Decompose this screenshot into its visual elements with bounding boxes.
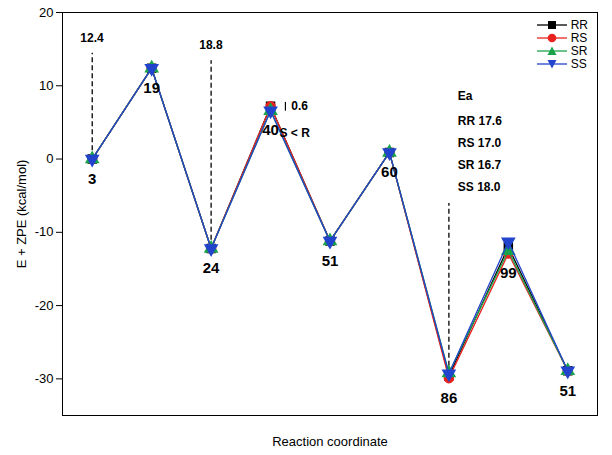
svg-text:99: 99 [500,264,517,281]
svg-text:18.8: 18.8 [199,38,223,52]
svg-text:Ea: Ea [458,89,473,103]
svg-text:Reaction coordinate: Reaction coordinate [272,434,388,449]
svg-text:19: 19 [143,79,160,96]
svg-text:0.6: 0.6 [291,99,308,113]
svg-text:S < R: S < R [279,126,310,140]
svg-text:SS 18.0: SS 18.0 [458,180,501,194]
svg-text:51: 51 [322,252,339,269]
svg-text:0: 0 [46,151,53,166]
svg-text:86: 86 [441,389,458,406]
html-text:RS: RS [570,30,588,45]
svg-text:40: 40 [262,121,279,138]
svg-text:-20: -20 [35,298,54,313]
svg-text:E + ZPE (kcal/mol): E + ZPE (kcal/mol) [14,160,29,269]
svg-text:-30: -30 [35,371,54,386]
svg-text:24: 24 [203,259,220,276]
svg-text:51: 51 [559,382,576,399]
svg-text:-10: -10 [35,224,54,239]
svg-text:3: 3 [88,170,96,187]
svg-text:RR 17.6: RR 17.6 [458,114,502,128]
svg-text:20: 20 [39,5,53,20]
svg-text:SR 16.7: SR 16.7 [458,158,502,172]
html-text:SR: SR [570,43,588,58]
svg-text:60: 60 [381,163,398,180]
svg-text:RS 17.0: RS 17.0 [458,136,502,150]
html-text:RR: RR [570,17,588,32]
svg-text:10: 10 [39,78,53,93]
svg-text:12.4: 12.4 [80,31,104,45]
html-text:SS: SS [570,56,587,71]
